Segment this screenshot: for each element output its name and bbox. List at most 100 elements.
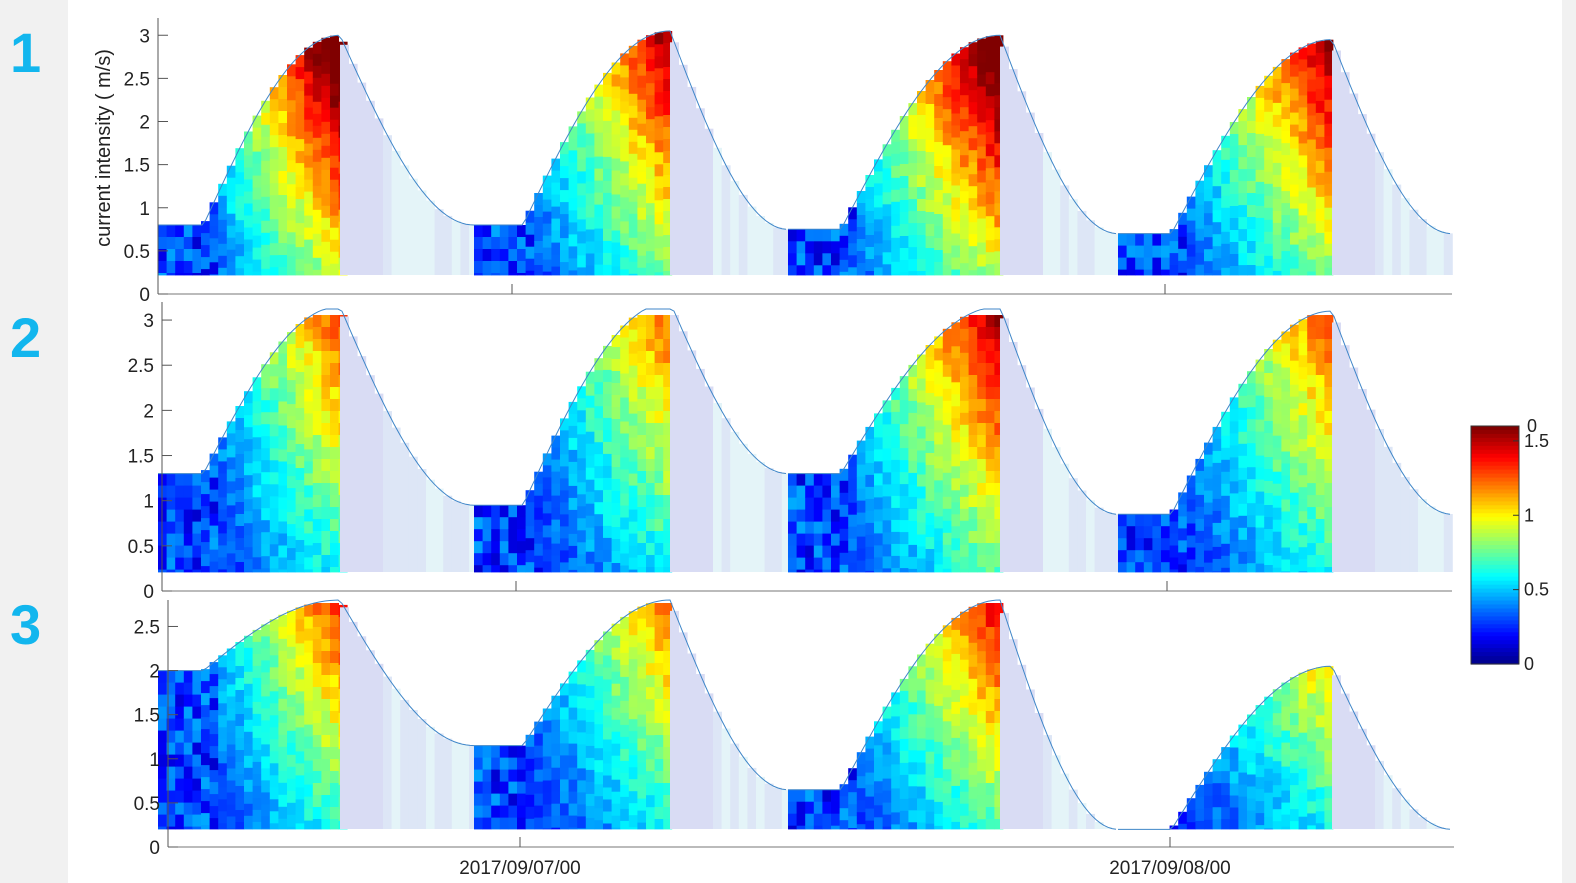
heatmap-cell bbox=[1307, 765, 1317, 778]
heatmap-cell bbox=[278, 413, 288, 426]
heatmap-cell bbox=[611, 515, 621, 528]
heatmap-cell bbox=[261, 220, 271, 234]
heatmap-cell bbox=[620, 385, 630, 398]
heatmap-cell bbox=[560, 274, 569, 276]
heatmap-cell bbox=[1229, 469, 1239, 482]
heatmap-cell bbox=[1298, 203, 1308, 216]
heatmap-cell bbox=[1264, 481, 1274, 494]
heatmap-cell bbox=[295, 492, 305, 505]
heatmap-cell bbox=[874, 497, 883, 510]
heatmap-cell bbox=[534, 793, 544, 806]
heatmap-cell bbox=[304, 796, 314, 809]
heatmap-cell bbox=[968, 702, 978, 716]
heatmap-cell bbox=[865, 474, 875, 488]
heatmap-cell bbox=[968, 567, 978, 573]
heatmap-cell bbox=[1264, 756, 1274, 770]
heatmap-cell bbox=[1281, 730, 1291, 743]
heatmap-cell bbox=[1281, 403, 1291, 416]
heatmap-cell bbox=[261, 556, 271, 569]
heatmap-cell bbox=[1324, 75, 1334, 89]
heatmap-cell bbox=[663, 567, 673, 573]
heatmap-cell bbox=[646, 555, 655, 568]
heatmap-cell bbox=[925, 164, 935, 177]
heatmap-cell bbox=[1290, 148, 1299, 161]
heatmap-cell bbox=[330, 699, 339, 712]
heatmap-cell bbox=[287, 196, 296, 209]
heatmap-cell bbox=[287, 742, 296, 756]
heatmap-cell bbox=[594, 144, 604, 157]
heatmap-cell bbox=[551, 803, 561, 817]
heatmap-cell bbox=[994, 227, 1004, 240]
heatmap-cell bbox=[985, 735, 995, 748]
heatmap-cell bbox=[534, 229, 544, 242]
envelope-line bbox=[788, 308, 1117, 515]
heatmap-cell bbox=[796, 533, 806, 546]
heatmap-cell bbox=[620, 529, 630, 542]
heatmap-cell bbox=[1126, 514, 1136, 527]
heatmap-cell bbox=[1238, 748, 1248, 761]
heatmap-cell bbox=[891, 237, 901, 251]
heatmap-cell bbox=[1315, 124, 1325, 138]
heatmap-cell bbox=[1324, 738, 1334, 751]
y-tick-label: 1.5 bbox=[128, 447, 154, 468]
heatmap-cell bbox=[977, 543, 987, 556]
heatmap-cell bbox=[603, 561, 612, 573]
heatmap-cell bbox=[1264, 792, 1274, 806]
heatmap-cell bbox=[278, 341, 288, 354]
heatmap-cell bbox=[1307, 567, 1317, 573]
heatmap-cell bbox=[1255, 789, 1265, 802]
heatmap-cell bbox=[1247, 181, 1256, 194]
heatmap-cell bbox=[1290, 456, 1299, 470]
heatmap-cell bbox=[192, 473, 202, 486]
heatmap-cell bbox=[304, 533, 314, 546]
heatmap-cell bbox=[1229, 759, 1239, 772]
heatmap-cell bbox=[287, 778, 296, 792]
heatmap-cell bbox=[209, 489, 219, 502]
heatmap-cell bbox=[183, 694, 193, 707]
heatmap-cell bbox=[278, 650, 288, 664]
heatmap-cell bbox=[304, 628, 314, 641]
heatmap-cell bbox=[1315, 100, 1325, 114]
heatmap-cell bbox=[654, 272, 664, 276]
heatmap-cell bbox=[620, 457, 630, 470]
heatmap-cell bbox=[985, 639, 995, 652]
heatmap-cell bbox=[994, 687, 1004, 700]
heatmap-cell bbox=[951, 125, 961, 138]
heatmap-cell bbox=[977, 230, 987, 243]
heatmap-cell bbox=[1229, 819, 1239, 830]
envelope-line bbox=[1118, 310, 1451, 515]
heatmap-cell bbox=[1221, 411, 1231, 425]
heatmap-cell bbox=[568, 174, 578, 187]
heatmap-cell bbox=[654, 411, 664, 424]
heatmap-cell bbox=[908, 738, 918, 751]
heatmap-cell bbox=[218, 485, 228, 498]
heatmap-cell bbox=[951, 245, 961, 258]
heatmap-cell bbox=[1315, 52, 1325, 66]
heatmap-cell bbox=[942, 193, 952, 206]
heatmap-cell bbox=[1272, 423, 1282, 437]
heatmap-cell bbox=[1143, 514, 1153, 527]
heatmap-cell bbox=[568, 258, 578, 271]
heatmap-cell bbox=[603, 525, 612, 539]
heatmap-cell bbox=[1281, 547, 1291, 560]
heatmap-cell bbox=[175, 790, 185, 803]
heatmap-cell bbox=[628, 635, 638, 648]
heatmap-cell bbox=[508, 237, 518, 250]
heatmap-cell bbox=[594, 264, 604, 276]
heatmap-cell bbox=[568, 162, 578, 175]
heatmap-cell bbox=[201, 566, 210, 573]
heatmap-cell bbox=[1307, 247, 1317, 260]
heatmap-cell bbox=[491, 565, 501, 573]
heatmap-cell bbox=[491, 805, 501, 818]
heatmap-cell bbox=[977, 639, 987, 652]
heatmap-cell bbox=[1212, 807, 1222, 820]
heatmap-cell bbox=[663, 55, 673, 68]
heatmap-cell bbox=[183, 261, 193, 274]
heatmap-cell bbox=[269, 679, 279, 692]
heatmap-cell bbox=[1247, 822, 1256, 830]
heatmap-cell bbox=[977, 74, 987, 87]
heatmap-cell bbox=[585, 467, 595, 481]
heatmap-cell bbox=[209, 238, 219, 251]
heatmap-cell bbox=[925, 787, 935, 801]
heatmap-cell bbox=[560, 214, 569, 227]
